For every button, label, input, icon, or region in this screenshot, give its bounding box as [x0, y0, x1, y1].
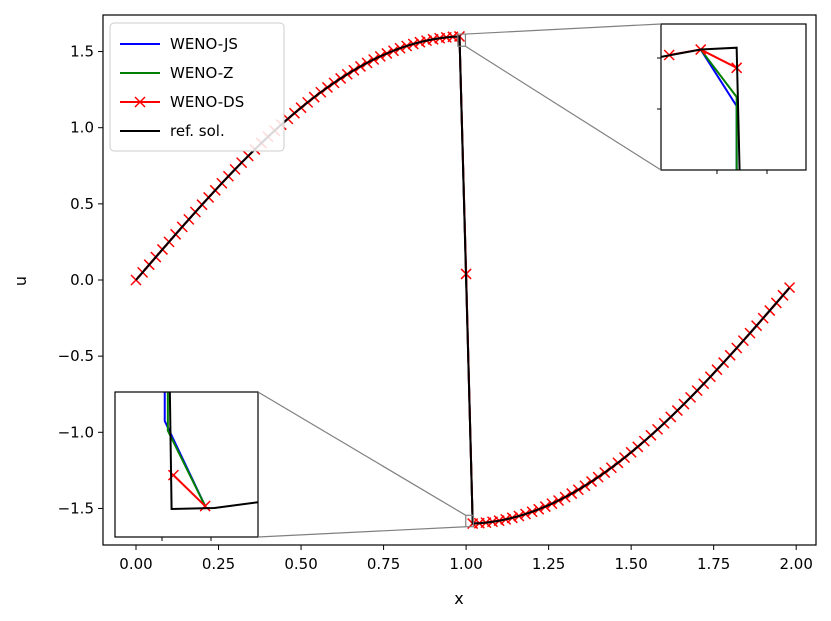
legend-box	[109, 22, 285, 152]
x-tick-label: 1.75	[697, 555, 730, 573]
y-axis-ticks: −1.5 −1.0 −0.5 0.0 0.5 1.0 1.5	[58, 43, 103, 517]
y-tick-label: 1.5	[70, 43, 94, 61]
x-tick-label: 1.50	[614, 555, 647, 573]
legend: WENO-JS WENO-Z WENO-DS ref. sol.	[109, 22, 285, 152]
legend-label: ref. sol.	[170, 122, 225, 140]
inset-connectors	[257, 23, 662, 538]
inset-frame	[660, 23, 807, 171]
connector-line	[257, 526, 466, 538]
x-tick-label: 0.50	[284, 555, 317, 573]
inset-ref	[661, 46, 741, 170]
x-tick-label: 1.00	[449, 555, 482, 573]
plot-area	[102, 14, 817, 546]
connector-line	[465, 45, 662, 171]
series-ref-sol-line	[135, 35, 791, 525]
x-axis-ticks: 0.00 0.25 0.50 0.75 1.00 1.25 1.50 1.75 2.00	[119, 545, 813, 573]
inset-weno-z	[166, 392, 207, 507]
x-tick-label: 0.00	[119, 555, 152, 573]
y-tick-label: 1.0	[70, 119, 94, 137]
y-tick-label: 0.5	[70, 195, 94, 213]
inset-top-right	[657, 23, 807, 174]
x-tick-label: 0.25	[202, 555, 235, 573]
y-tick-label: 0.0	[70, 271, 94, 289]
legend-label: WENO-JS	[170, 35, 238, 53]
inset-weno-z	[699, 48, 738, 170]
zoom-region	[457, 33, 467, 47]
connector-line	[257, 391, 467, 516]
x-tick-label: 2.00	[779, 555, 812, 573]
inset-marker	[199, 500, 211, 512]
inset-background	[661, 24, 806, 170]
y-tick-label: −1.0	[58, 423, 94, 441]
y-axis-label: u	[11, 276, 30, 286]
inset-ref	[168, 392, 258, 510]
legend-label: WENO-Z	[170, 64, 233, 82]
zoom-region	[465, 514, 474, 528]
y-tick-label: −1.5	[58, 499, 94, 517]
inset-frame	[114, 391, 259, 538]
connector-line	[465, 23, 662, 35]
x-axis-label: x	[454, 589, 463, 608]
x-tick-label: 1.25	[532, 555, 565, 573]
legend-label: WENO-DS	[170, 93, 244, 111]
inset-weno-ds	[172, 474, 206, 507]
legend-marker	[134, 96, 146, 108]
x-tick-label: 0.75	[367, 555, 400, 573]
y-tick-label: −0.5	[58, 347, 94, 365]
inset-bottom-left	[114, 391, 259, 541]
